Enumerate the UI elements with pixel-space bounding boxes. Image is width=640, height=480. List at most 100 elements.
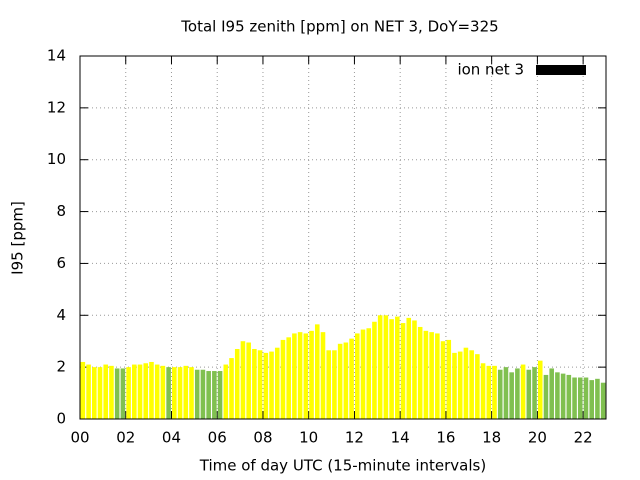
bar [377,315,383,419]
bar [132,364,137,419]
bar [309,330,314,419]
bar [349,338,354,419]
bar [560,373,566,419]
bar [137,364,143,419]
bar [446,339,452,419]
bar [206,371,211,419]
legend-swatch [536,65,586,75]
bar [86,364,91,419]
y-tick-label: 14 [47,47,66,65]
bar [366,328,372,419]
y-tick-label: 10 [47,150,66,168]
bar [475,354,480,419]
bar [114,368,120,419]
bar [297,332,303,419]
x-tick-label: 08 [253,429,272,447]
bar [229,358,234,419]
bar [223,364,229,419]
bar [417,326,423,419]
chart-title: Total I95 zenith [ppm] on NET 3, DoY=325 [180,18,498,36]
bar [177,367,183,419]
bar [269,351,274,419]
bar [469,350,474,419]
bar [429,332,434,419]
bar [520,364,526,419]
bar [583,377,589,419]
x-axis-label: Time of day UTC (15-minute intervals) [199,457,486,475]
bar [80,361,86,419]
bar [126,367,131,419]
bar [509,372,514,419]
x-tick-label: 04 [162,429,181,447]
bar [452,352,457,419]
bar [423,330,429,419]
bar [435,333,440,419]
bar [326,350,331,419]
y-tick-label: 0 [56,410,66,428]
bar [252,348,257,419]
x-tick-label: 22 [574,429,593,447]
y-tick-label: 4 [56,306,66,324]
bar [440,341,446,419]
bar [194,369,200,419]
bar [572,377,577,419]
bar [172,367,177,419]
bar [400,323,406,419]
x-tick-label: 14 [391,429,410,447]
x-tick-label: 12 [345,429,364,447]
bar [274,347,280,419]
bar [314,324,320,419]
bar [406,317,412,419]
bar [240,341,246,419]
bar [372,321,377,419]
bar [234,348,240,419]
bar [280,339,286,419]
bar [543,374,549,419]
x-tick-label: 00 [70,429,89,447]
bar [103,364,109,419]
bar [257,350,263,419]
bar [217,371,223,419]
bar [149,361,154,419]
bar [292,333,297,419]
bar [200,369,206,419]
bar [355,333,360,419]
bar [286,337,291,419]
x-tick-label: 10 [299,429,318,447]
x-tick-label: 18 [482,429,501,447]
bar [189,367,194,419]
bar [389,319,394,419]
bar [143,363,149,419]
bar [595,378,600,419]
bar [263,352,269,419]
y-axis-label: I95 [ppm] [9,201,27,275]
bar [537,360,543,419]
bar [92,367,97,419]
bar [212,371,217,419]
bar [303,333,309,419]
bar [463,347,469,419]
bar [160,365,166,419]
bar [343,342,349,419]
bar [246,342,251,419]
bar [486,365,492,419]
y-tick-label: 8 [56,202,66,220]
bar [532,367,537,419]
bar [589,380,594,419]
bar [332,350,337,419]
bar [497,369,503,419]
bar [600,382,606,419]
x-tick-label: 16 [436,429,455,447]
y-tick-label: 6 [56,254,66,272]
legend-label: ion net 3 [457,61,524,79]
bar [383,315,389,419]
bar [480,363,486,419]
bar [166,367,171,419]
bar [154,364,160,419]
y-tick-label: 2 [56,358,66,376]
x-tick-label: 06 [208,429,227,447]
bar [503,367,509,419]
bar [395,316,400,419]
bar [120,368,126,419]
